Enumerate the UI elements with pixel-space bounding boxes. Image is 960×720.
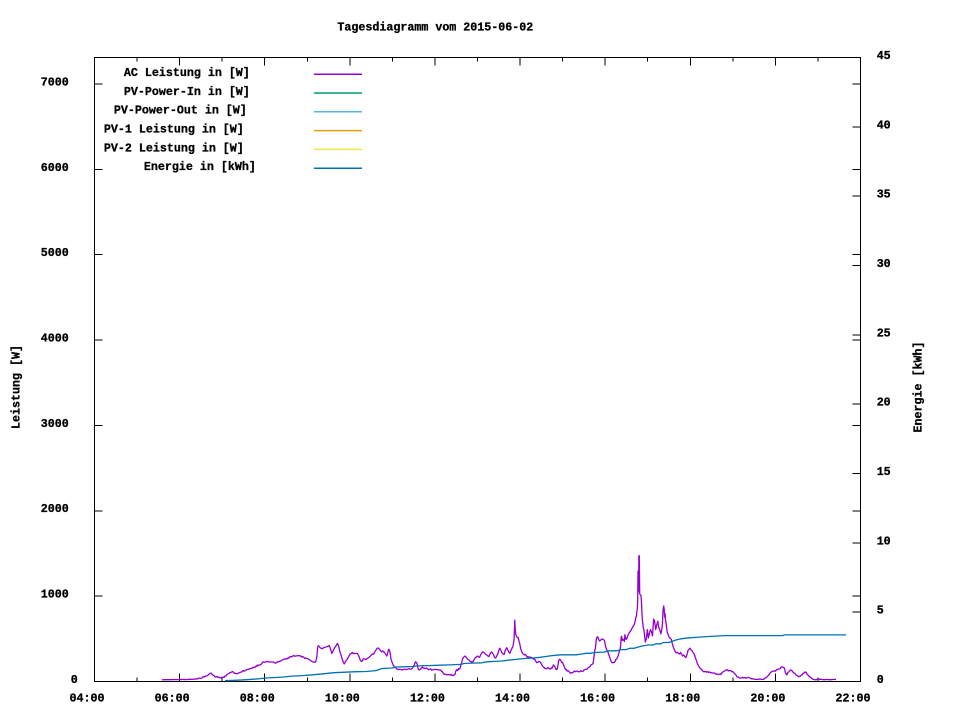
svg-text:0: 0 bbox=[71, 673, 78, 687]
svg-text:4000: 4000 bbox=[41, 332, 69, 346]
svg-text:6000: 6000 bbox=[41, 161, 69, 175]
svg-text:5000: 5000 bbox=[41, 246, 69, 260]
svg-text:35: 35 bbox=[877, 188, 891, 202]
svg-text:10: 10 bbox=[877, 534, 891, 548]
svg-text:04:00: 04:00 bbox=[70, 692, 105, 706]
svg-text:5: 5 bbox=[877, 604, 884, 618]
svg-text:18:00: 18:00 bbox=[665, 692, 700, 706]
svg-text:Leistung [W]: Leistung [W] bbox=[9, 345, 23, 429]
svg-text:20: 20 bbox=[877, 396, 891, 410]
svg-text:2000: 2000 bbox=[41, 502, 69, 516]
svg-text:30: 30 bbox=[877, 257, 891, 271]
svg-text:Tagesdiagramm vom 2015-06-02: Tagesdiagramm vom 2015-06-02 bbox=[337, 21, 533, 35]
svg-text:45: 45 bbox=[877, 49, 891, 63]
svg-text:14:00: 14:00 bbox=[495, 692, 530, 706]
svg-text:AC Leistung in [W]: AC Leistung in [W] bbox=[124, 66, 250, 80]
svg-text:22:00: 22:00 bbox=[836, 692, 871, 706]
svg-text:Energie in [kWh]: Energie in [kWh] bbox=[144, 160, 256, 174]
svg-text:7000: 7000 bbox=[41, 75, 69, 89]
svg-text:10:00: 10:00 bbox=[325, 692, 360, 706]
svg-text:08:00: 08:00 bbox=[240, 692, 275, 706]
svg-text:Energie [kWh]: Energie [kWh] bbox=[911, 342, 925, 433]
svg-text:20:00: 20:00 bbox=[750, 692, 785, 706]
svg-text:PV-Power-Out in [W]: PV-Power-Out in [W] bbox=[114, 104, 247, 118]
svg-text:06:00: 06:00 bbox=[155, 692, 190, 706]
svg-text:3000: 3000 bbox=[41, 417, 69, 431]
svg-text:25: 25 bbox=[877, 326, 891, 340]
svg-text:1000: 1000 bbox=[41, 588, 69, 602]
svg-text:PV-1 Leistung in [W]: PV-1 Leistung in [W] bbox=[104, 123, 244, 137]
svg-text:16:00: 16:00 bbox=[580, 692, 615, 706]
svg-text:40: 40 bbox=[877, 118, 891, 132]
svg-text:0: 0 bbox=[877, 673, 884, 687]
svg-text:12:00: 12:00 bbox=[410, 692, 445, 706]
svg-text:15: 15 bbox=[877, 465, 891, 479]
svg-text:PV-Power-In in [W]: PV-Power-In in [W] bbox=[124, 85, 250, 99]
svg-text:PV-2 Leistung in [W]: PV-2 Leistung in [W] bbox=[104, 141, 244, 155]
